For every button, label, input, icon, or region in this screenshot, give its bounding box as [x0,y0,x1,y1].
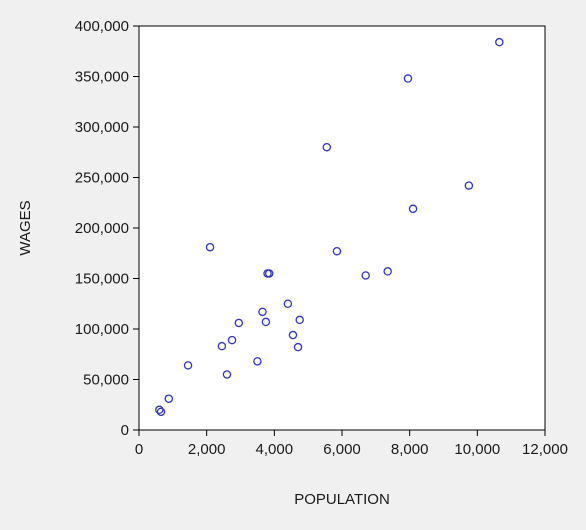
data-point [288,330,298,340]
data-point [383,267,392,276]
x-tick-label: 2,000 [188,441,226,458]
y-tick-label: 0 [121,422,129,439]
data-point [227,335,237,345]
data-point [183,361,193,370]
y-tick-label: 350,000 [75,69,129,86]
y-axis-title: WAGES [17,200,34,255]
y-tick-label: 300,000 [75,119,129,136]
data-point [234,318,244,328]
data-point [258,307,267,317]
x-tick-label: 10,000 [454,441,500,458]
data-point [361,271,370,280]
data-point [217,341,227,351]
data-point [495,37,504,47]
x-axis-title: POPULATION [294,491,390,508]
y-tick-label: 400,000 [75,18,129,35]
data-point [295,315,304,325]
data-point [156,407,166,417]
x-tick-label: 8,000 [391,441,429,458]
data-point [205,242,215,252]
x-tick-label: 0 [135,441,143,458]
data-point [464,181,474,190]
data-point [403,74,413,83]
data-point [164,394,174,403]
y-tick-label: 100,000 [75,321,129,338]
data-point [265,269,274,278]
data-point [322,142,332,152]
data-point [261,317,271,327]
x-tick-label: 12,000 [522,441,568,458]
y-tick-label: 150,000 [75,271,129,288]
data-point [253,357,262,366]
plot-area [138,25,546,431]
y-tick-label: 200,000 [75,220,129,237]
x-tick-label: 4,000 [256,441,294,458]
data-point [293,342,303,352]
y-tick-label: 250,000 [75,170,129,187]
axes: 0 50,000 100,000 150,000 200,000 250,000 300,0… [75,18,568,458]
x-tick-label: 6,000 [323,441,361,458]
data-point [222,370,232,379]
data-point [332,246,342,256]
data-points [155,37,504,417]
y-tick-label: 50,000 [83,372,129,389]
data-point [408,204,418,214]
data-point [283,299,293,308]
data-point [155,405,164,415]
